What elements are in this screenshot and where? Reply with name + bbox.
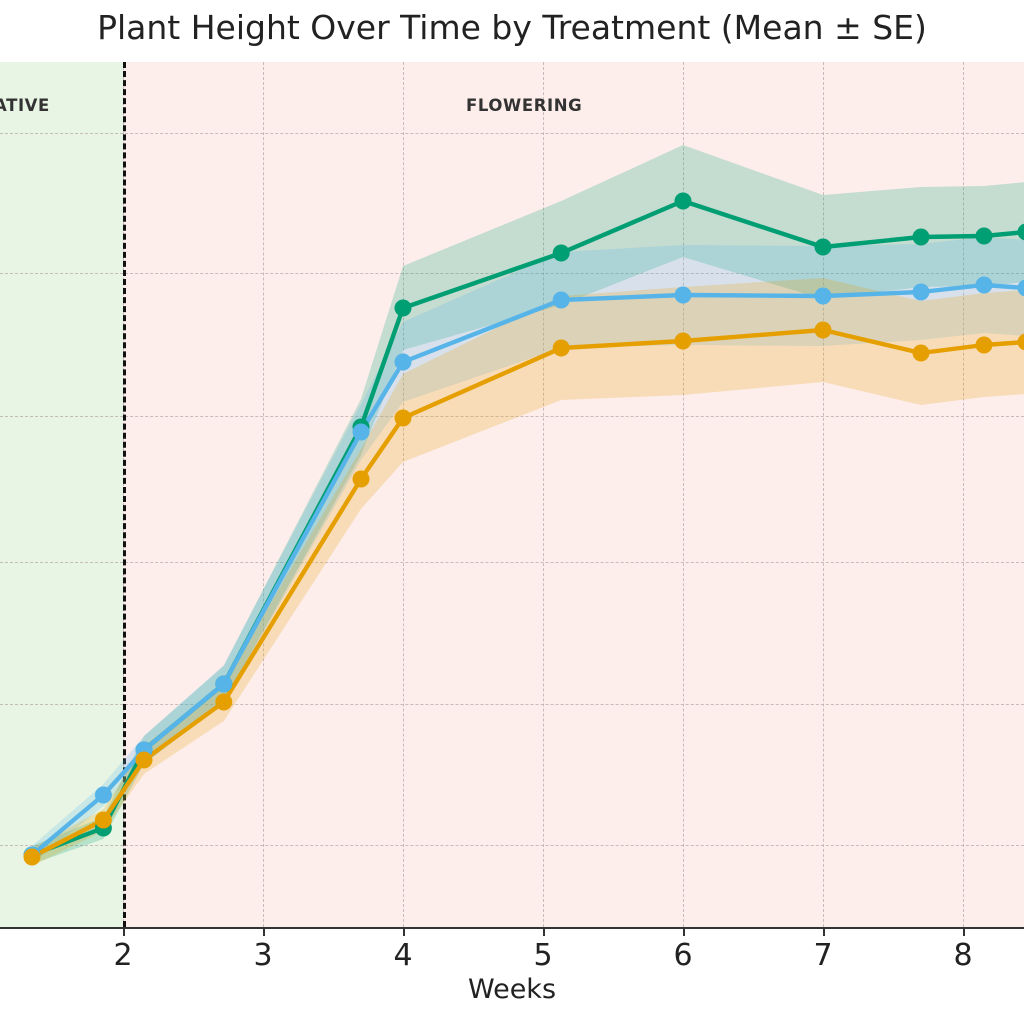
- x-tick-mark: [263, 927, 265, 936]
- data-point[interactable]: [814, 321, 832, 339]
- data-point[interactable]: [814, 287, 832, 305]
- gridline-horizontal: [0, 704, 1024, 705]
- data-point[interactable]: [215, 693, 233, 711]
- data-point[interactable]: [552, 244, 570, 262]
- data-point[interactable]: [912, 228, 930, 246]
- se-band-2: [32, 278, 1024, 866]
- gridline-vertical: [403, 62, 404, 927]
- series-line-2: [29, 327, 1024, 860]
- x-tick-label: 8: [953, 938, 973, 973]
- phase-span-flowering: [123, 62, 1024, 927]
- x-tick-label: 7: [813, 938, 833, 973]
- data-point[interactable]: [352, 423, 370, 441]
- x-tick-label: 4: [393, 938, 413, 973]
- data-point[interactable]: [975, 336, 993, 354]
- data-point[interactable]: [814, 238, 832, 256]
- data-point[interactable]: [912, 283, 930, 301]
- data-point[interactable]: [1017, 223, 1024, 241]
- data-point[interactable]: [975, 276, 993, 294]
- phase-label-vegetative: ATIVE: [0, 96, 50, 115]
- x-tick-label: 3: [253, 938, 273, 973]
- x-tick-mark: [403, 927, 405, 936]
- gridline-vertical: [823, 62, 824, 927]
- x-tick-label: 2: [113, 938, 133, 973]
- data-point[interactable]: [674, 332, 692, 350]
- gridline-vertical: [263, 62, 264, 927]
- gridline-vertical: [963, 62, 964, 927]
- data-point[interactable]: [975, 227, 993, 245]
- data-point[interactable]: [94, 786, 112, 804]
- gridline-horizontal: [0, 845, 1024, 846]
- series-layer: [23, 145, 1024, 866]
- se-band-1: [32, 237, 1024, 864]
- gridline-horizontal: [0, 416, 1024, 417]
- data-point[interactable]: [912, 344, 930, 362]
- data-point[interactable]: [94, 811, 112, 829]
- gridline-vertical: [683, 62, 684, 927]
- data-point[interactable]: [352, 470, 370, 488]
- gridline-horizontal: [0, 562, 1024, 563]
- data-point[interactable]: [215, 675, 233, 693]
- gridline-horizontal: [0, 133, 1024, 134]
- x-tick-mark: [963, 927, 965, 936]
- phase-label-flowering: FLOWERING: [466, 96, 583, 115]
- data-point[interactable]: [394, 353, 412, 371]
- x-tick-mark: [683, 927, 685, 936]
- x-axis-title: Weeks: [467, 974, 557, 1005]
- plot-area: ATIVE FLOWERING: [0, 62, 1024, 927]
- gridline-vertical: [543, 62, 544, 927]
- data-point[interactable]: [23, 848, 41, 866]
- data-point[interactable]: [135, 751, 153, 769]
- phase-divider-line: [123, 62, 126, 927]
- x-tick-mark: [123, 927, 125, 936]
- data-point[interactable]: [552, 339, 570, 357]
- x-tick-label: 5: [533, 938, 553, 973]
- data-point[interactable]: [674, 286, 692, 304]
- phase-span-vegetative: [0, 62, 123, 927]
- x-tick-mark: [543, 927, 545, 936]
- gridline-horizontal: [0, 273, 1024, 274]
- data-point[interactable]: [1017, 279, 1024, 297]
- x-tick-mark: [823, 927, 825, 936]
- data-point[interactable]: [674, 192, 692, 210]
- x-axis-line: [0, 927, 1024, 929]
- chart-title: Plant Height Over Time by Treatment (Mea…: [97, 8, 927, 47]
- data-point[interactable]: [1017, 333, 1024, 351]
- data-point[interactable]: [394, 299, 412, 317]
- data-point[interactable]: [394, 409, 412, 427]
- x-tick-label: 6: [673, 938, 693, 973]
- data-point[interactable]: [552, 291, 570, 309]
- se-band-0: [32, 145, 1024, 864]
